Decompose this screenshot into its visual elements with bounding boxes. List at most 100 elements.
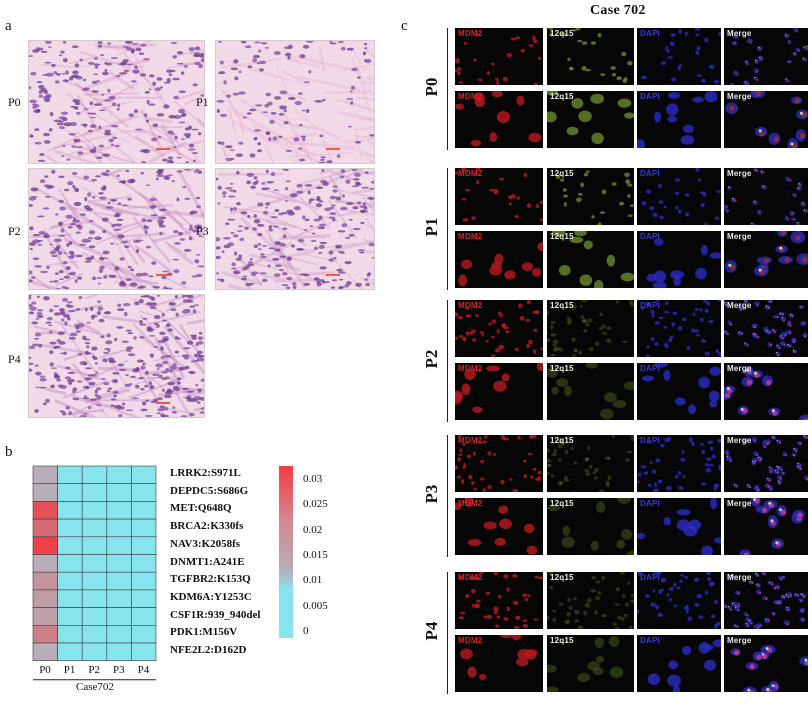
heatmap-cell (57, 624, 83, 644)
channel-label: DAPI (640, 92, 660, 101)
heatmap-cell (32, 554, 58, 573)
heatmap-cell (131, 589, 157, 608)
heatmap-cell (81, 624, 108, 644)
he-image-p2 (28, 168, 205, 290)
gene-label: NFE2L2:D162D (170, 644, 247, 656)
fluorescence-tile-dapi: DAPI (637, 168, 721, 225)
he-image-p1 (215, 40, 375, 164)
channel-label: 12q15 (550, 92, 574, 101)
panel-letter-b: b (5, 444, 13, 460)
heatmap-cell (57, 483, 83, 502)
heatmap-cell (131, 554, 157, 573)
heatmap-cell (131, 483, 157, 502)
case-title: Case 702 (590, 3, 646, 18)
channel-label: MDM2 (458, 29, 483, 38)
heatmap-cell (57, 607, 83, 626)
channel-label: 12q15 (550, 232, 574, 241)
fluorescence-tile-mdm2: MDM2 (455, 168, 543, 225)
fluorescence-tile-12q15: 12q15 (547, 231, 634, 288)
group-label-p0: P0 (422, 77, 441, 97)
heatmap-cell (131, 607, 157, 626)
group-bracket (447, 168, 448, 290)
group-label-p4: P4 (422, 621, 441, 641)
heatmap-cell (81, 571, 108, 591)
fluorescence-tile-mdm2: MDM2 (455, 231, 543, 288)
fluorescence-tile-mdm2: MDM2 (455, 498, 543, 555)
fluorescence-tile-merge: Merge (724, 231, 808, 288)
heatmap-cell (32, 501, 58, 520)
heatmap-cell (131, 465, 157, 485)
he-label-p1: P1 (196, 95, 209, 109)
heatmap-cell (106, 571, 132, 591)
channel-label: MDM2 (458, 92, 483, 101)
channel-label: 12q15 (550, 499, 574, 508)
channel-label: Merge (727, 636, 752, 645)
fluorescence-tile-merge: Merge (724, 498, 808, 555)
heatmap-cell (32, 642, 58, 662)
fluorescence-tile-12q15: 12q15 (547, 363, 634, 420)
channel-label: MDM2 (458, 301, 483, 310)
fluorescence-tile-dapi: DAPI (637, 363, 721, 420)
heatmap-cell (32, 483, 58, 502)
channel-label: 12q15 (550, 436, 574, 445)
colorbar (279, 466, 293, 638)
fluorescence-tile-dapi: DAPI (637, 91, 721, 148)
heatmap-cell (81, 518, 108, 538)
channel-label: Merge (727, 169, 752, 178)
heatmap-cell (106, 624, 132, 644)
column-label: P3 (112, 663, 125, 676)
heatmap-cell (32, 624, 58, 644)
gene-label: MET:Q648Q (170, 502, 232, 515)
fluorescence-tile-12q15: 12q15 (547, 635, 634, 692)
channel-label: Merge (727, 92, 752, 101)
channel-label: DAPI (640, 636, 660, 645)
group-label-p1: P1 (422, 217, 441, 237)
he-label-p3: P3 (196, 224, 209, 238)
fluorescence-tile-12q15: 12q15 (547, 168, 634, 225)
channel-label: 12q15 (550, 29, 574, 38)
column-label: P1 (63, 663, 76, 676)
fluorescence-tile-12q15: 12q15 (547, 572, 634, 629)
channel-label: DAPI (640, 499, 660, 508)
group-label-p2: P2 (422, 349, 441, 369)
gene-label: CSF1R:939_940del (170, 608, 261, 621)
gene-label: PDK1:M156V (170, 626, 238, 639)
fluorescence-tile-dapi: DAPI (637, 572, 721, 629)
channel-label: Merge (727, 301, 752, 310)
channel-label: Merge (727, 232, 752, 241)
channel-label: Merge (727, 573, 752, 582)
heatmap-cell (106, 642, 132, 662)
heatmap-cell (81, 642, 108, 662)
heatmap-cell (106, 483, 132, 502)
fluorescence-tile-mdm2: MDM2 (455, 435, 543, 492)
heatmap-cell (131, 642, 157, 662)
he-image-p4 (28, 294, 205, 418)
x-axis-label: Case702 (76, 680, 114, 693)
gene-label: DNMT1:A241E (170, 555, 245, 568)
column-label: P0 (39, 663, 51, 676)
column-label: P2 (88, 663, 100, 676)
heatmap-cell (81, 501, 108, 520)
heatmap-cell (81, 589, 108, 608)
heatmap-cell (131, 501, 157, 520)
fluorescence-tile-12q15: 12q15 (547, 91, 634, 148)
channel-label: DAPI (640, 436, 660, 445)
channel-label: Merge (727, 499, 752, 508)
heatmap-cell (57, 536, 83, 555)
colorbar-tick-label: 0.015 (303, 549, 328, 561)
heatmap-cell (81, 607, 108, 626)
heatmap-cell (106, 536, 132, 555)
group-bracket (447, 435, 448, 557)
group-bracket (447, 300, 448, 422)
fluorescence-tile-dapi: DAPI (637, 435, 721, 492)
fluorescence-tile-mdm2: MDM2 (455, 363, 543, 420)
heatmap-cell (131, 571, 157, 591)
fluorescence-tile-12q15: 12q15 (547, 498, 634, 555)
heatmap-cell (131, 518, 157, 538)
channel-label: MDM2 (458, 364, 483, 373)
he-label-p4: P4 (8, 352, 21, 366)
gene-label: KDM6A:Y1253C (170, 590, 252, 603)
heatmap-cell (32, 536, 58, 555)
heatmap-cell (131, 536, 157, 555)
gene-label: LRRK2:S971L (170, 467, 241, 479)
